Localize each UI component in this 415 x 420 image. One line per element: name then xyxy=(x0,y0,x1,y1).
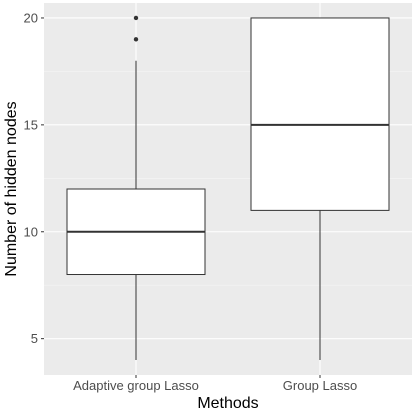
outlier-point xyxy=(133,15,139,21)
box-iqr xyxy=(250,17,390,211)
x-tick-label: Adaptive group Lasso xyxy=(73,378,199,393)
x-axis: Adaptive group Lasso Group Lasso xyxy=(73,375,357,393)
y-tick-label: 10 xyxy=(24,224,38,239)
y-axis-title: Number of hidden nodes xyxy=(3,101,20,276)
box-2 xyxy=(250,17,390,361)
y-tick-label: 5 xyxy=(31,331,38,346)
outlier-point xyxy=(133,37,139,42)
x-axis-title: Methods xyxy=(197,395,258,412)
y-tick-label: 15 xyxy=(24,117,38,132)
y-tick-label: 20 xyxy=(24,10,38,25)
x-tick-label: Group Lasso xyxy=(283,378,357,393)
y-axis: 5 10 15 20 xyxy=(24,10,44,346)
box-1 xyxy=(66,15,206,361)
box-series xyxy=(66,15,390,361)
